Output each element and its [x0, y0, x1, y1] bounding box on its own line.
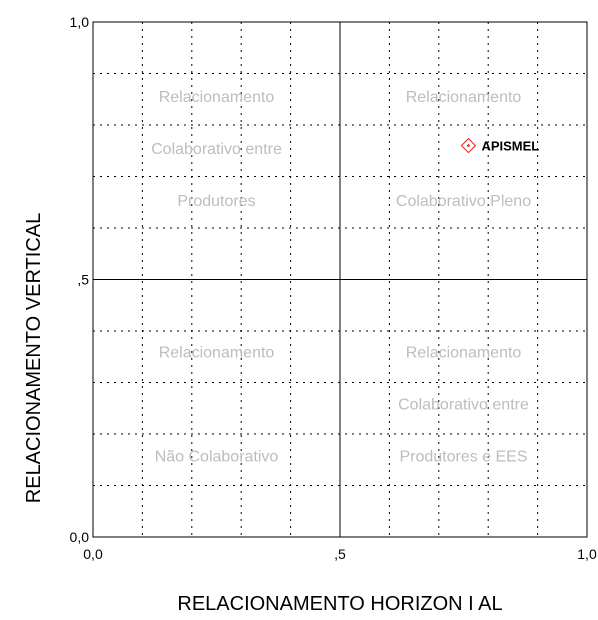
quadrant-dividers	[93, 22, 587, 537]
quadrant-label-bottom-right: Produtores e EES	[399, 449, 527, 466]
quadrant-label-bottom-left: Não Colaborativo	[155, 449, 279, 466]
quadrant-label-top-left: Produtores	[177, 193, 255, 210]
point-marker	[460, 137, 477, 154]
y-axis-title: RELACIONAMENTO VERTICAL	[23, 213, 45, 503]
x-axis-title: RELACIONAMENTO HORIZON I AL	[177, 593, 502, 615]
quadrant-label-top-left: Relacionamento	[159, 89, 275, 106]
y-tick-label: ,5	[77, 272, 89, 288]
y-tick-label: 0,0	[70, 529, 90, 545]
quadrant-label-bottom-right: Relacionamento	[406, 345, 522, 362]
quadrant-label-bottom-right: Colaborativo entre	[398, 397, 529, 414]
tick-labels: 0,0 ,5 1,0 0,0 ,5 1,0	[70, 14, 597, 562]
x-tick-label: ,5	[334, 546, 346, 562]
plot-frame	[92, 21, 588, 538]
quadrant-labels: Relacionamento Colaborativo entre Produtor…	[151, 89, 531, 466]
quadrant-label-top-right: Relacionamento	[406, 89, 522, 106]
quadrant-label-top-right: Colaborativo Pleno	[396, 193, 531, 210]
point-marker-dot	[467, 144, 470, 147]
y-tick-label: 1,0	[70, 14, 90, 30]
data-points: APISMEL	[460, 137, 539, 154]
x-tick-label: 1,0	[577, 546, 597, 562]
x-tick-label: 0,0	[83, 546, 103, 562]
quadrant-label-top-left: Colaborativo entre	[151, 141, 282, 158]
point-label: APISMEL	[481, 139, 539, 154]
quadrant-label-bottom-left: Relacionamento	[159, 345, 275, 362]
